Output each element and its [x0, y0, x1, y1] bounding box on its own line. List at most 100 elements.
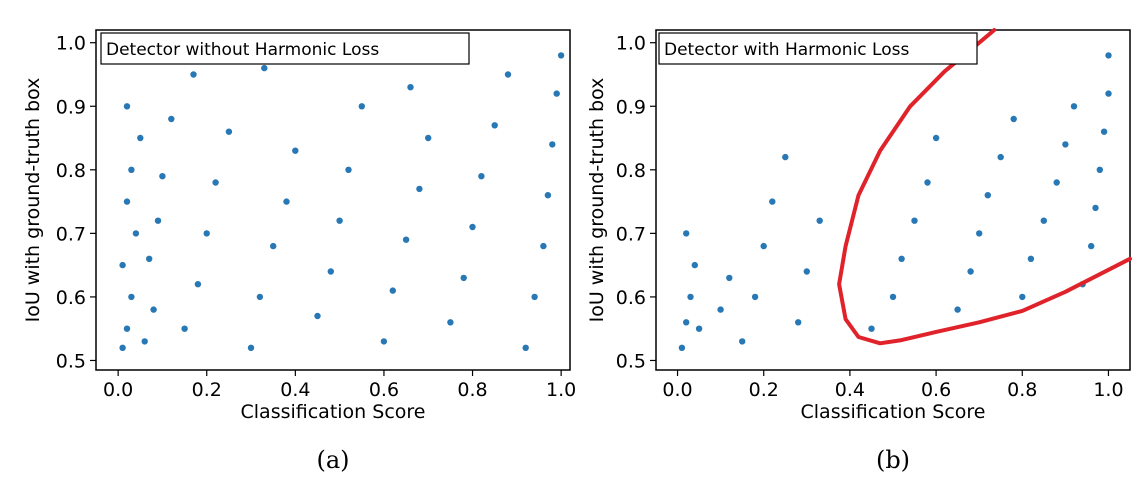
data-point	[1027, 255, 1035, 262]
data-point	[314, 312, 321, 320]
data-point	[123, 325, 131, 332]
data-point	[782, 153, 789, 161]
data-point	[203, 230, 210, 237]
data-point	[1096, 166, 1104, 173]
data-point	[380, 338, 388, 345]
data-point	[469, 223, 476, 231]
data-point	[540, 242, 547, 250]
y-axis-label-b: IoU with ground-truth box	[586, 78, 608, 323]
data-point	[1105, 90, 1112, 97]
data-point	[159, 173, 166, 180]
data-point	[683, 319, 690, 326]
data-point	[283, 198, 290, 205]
x-tick-label: 0.4	[835, 379, 865, 401]
caption-b: (b)	[876, 446, 910, 474]
data-point	[1100, 128, 1108, 135]
data-point	[447, 319, 454, 326]
x-tick-label: 0.2	[749, 379, 779, 401]
plot-frame-a	[95, 29, 571, 371]
scatter-points-a	[119, 52, 565, 351]
data-point	[557, 52, 565, 59]
data-point	[194, 281, 202, 288]
y-tick-label: 1.0	[616, 33, 646, 55]
data-point	[407, 84, 414, 91]
data-point	[997, 153, 1004, 161]
caption-a: (a)	[316, 446, 349, 474]
data-point	[984, 192, 991, 199]
data-point	[695, 325, 703, 332]
data-point	[225, 128, 233, 135]
data-point	[760, 242, 767, 250]
data-point	[504, 71, 512, 78]
y-tick-label: 0.9	[616, 96, 646, 118]
data-point	[924, 179, 931, 186]
data-point	[491, 122, 498, 129]
data-point	[898, 255, 905, 262]
y-axis-label-a: IoU with ground-truth box	[22, 78, 44, 323]
y-tick-label: 0.7	[616, 223, 646, 245]
data-point	[954, 306, 961, 313]
scatter-points-b	[678, 52, 1112, 351]
data-point	[460, 274, 467, 282]
data-point	[336, 217, 343, 224]
x-tick-label: 0.0	[662, 379, 692, 401]
y-tick-label: 1.0	[56, 33, 86, 55]
data-point	[358, 103, 365, 110]
data-point	[1092, 204, 1099, 212]
x-ticks-b: 0.0 0.2 0.4 0.6 0.8 1.0	[662, 370, 1124, 401]
x-tick-label: 1.0	[546, 379, 576, 401]
data-point	[1062, 141, 1069, 148]
data-point	[976, 230, 983, 237]
data-point	[691, 261, 698, 269]
data-point	[247, 344, 255, 351]
data-point	[717, 306, 724, 313]
data-point	[146, 255, 153, 262]
data-point	[123, 103, 131, 110]
x-tick-label: 0.6	[369, 379, 399, 401]
annotation-text-a: Detector without Harmonic Loss	[106, 40, 379, 60]
data-point	[478, 173, 485, 180]
data-point	[425, 134, 432, 142]
data-point	[181, 325, 188, 332]
data-point	[544, 192, 552, 199]
data-point	[141, 338, 148, 345]
y-tick-label: 0.9	[56, 96, 86, 118]
y-tick-label: 0.6	[616, 287, 646, 309]
data-point	[389, 287, 396, 294]
annotation-text-b: Detector with Harmonic Loss	[664, 40, 909, 60]
boundary-curve-b	[837, 28, 1132, 346]
data-point	[932, 134, 940, 142]
data-point	[1019, 293, 1026, 301]
data-point	[123, 198, 131, 205]
x-tick-label: 0.2	[192, 379, 222, 401]
x-tick-label: 1.0	[1093, 379, 1123, 401]
data-point	[967, 268, 974, 275]
data-point	[889, 293, 897, 301]
x-ticks-a: 0.0 0.2 0.4 0.6 0.8 1.0	[103, 370, 576, 401]
data-point	[327, 268, 334, 275]
data-point	[1105, 52, 1112, 59]
plot-frame-b	[655, 29, 1131, 371]
data-point	[212, 179, 219, 186]
data-point	[256, 293, 264, 301]
data-point	[726, 274, 733, 282]
annotation-box-b	[658, 32, 978, 65]
x-tick-label: 0.4	[280, 379, 310, 401]
data-point	[911, 217, 918, 224]
y-tick-label: 0.8	[616, 160, 646, 182]
data-point	[751, 293, 759, 301]
x-axis-label-b: Classification Score	[801, 401, 986, 423]
data-point	[119, 261, 126, 269]
data-point	[119, 344, 126, 351]
annotation-box-a	[100, 32, 470, 65]
y-ticks-a: 0.5 0.6 0.7 0.8 0.9 1.0	[56, 33, 96, 372]
data-point	[154, 217, 162, 224]
x-tick-label: 0.8	[1007, 379, 1037, 401]
data-point	[683, 230, 690, 237]
data-point	[687, 293, 694, 301]
data-point	[678, 344, 686, 351]
y-tick-label: 0.5	[616, 350, 646, 372]
data-point	[531, 293, 538, 301]
